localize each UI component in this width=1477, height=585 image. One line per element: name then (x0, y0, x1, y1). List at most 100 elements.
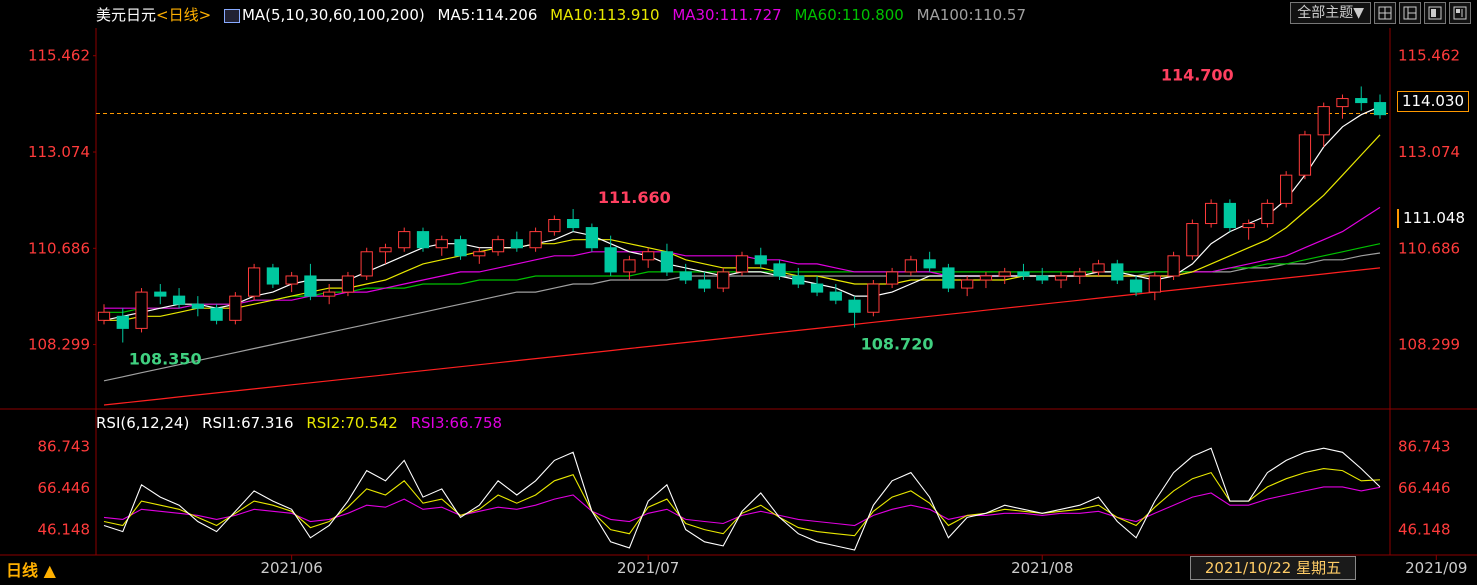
candle-body[interactable] (529, 231, 542, 249)
high-annotation: 114.700 (1161, 65, 1234, 84)
candle-body[interactable] (717, 271, 730, 289)
rsi-tick-label-left: 46.148 (38, 520, 91, 538)
candle-body[interactable] (1054, 275, 1068, 281)
candle-body[interactable] (961, 279, 974, 289)
candle-body[interactable] (1073, 271, 1086, 277)
candle-body[interactable] (229, 295, 242, 321)
quad-layout-icon[interactable] (1449, 2, 1471, 24)
candle-body[interactable] (379, 247, 392, 253)
candle-body[interactable] (360, 251, 373, 277)
candle-body[interactable] (773, 263, 786, 277)
candle-body[interactable] (829, 291, 842, 301)
candle-body[interactable] (979, 275, 993, 281)
candle-body[interactable] (154, 291, 167, 297)
candle-body[interactable] (810, 283, 824, 293)
candle-body[interactable] (1373, 102, 1387, 116)
candle-body[interactable] (1336, 98, 1349, 108)
ma5-value: MA5:114.206 (437, 6, 538, 24)
candle-body[interactable] (1355, 98, 1368, 104)
candle-body[interactable] (754, 255, 767, 265)
candle-body[interactable] (416, 231, 430, 249)
rsi2-line (103, 468, 1381, 537)
rsi3-line (103, 486, 1381, 527)
candle-body[interactable] (698, 279, 711, 289)
candle-body[interactable] (116, 315, 129, 329)
candle-body[interactable] (735, 255, 749, 273)
candle-body[interactable] (604, 247, 617, 273)
candle-body[interactable] (548, 219, 561, 233)
candle-body[interactable] (398, 231, 411, 249)
candle-body[interactable] (97, 311, 111, 321)
candle-body[interactable] (210, 307, 223, 321)
y-tick-label-right: 113.074 (1398, 143, 1460, 161)
rsi-lines (103, 447, 1381, 551)
candle-body[interactable] (473, 251, 486, 257)
y-tick-label-left: 113.074 (28, 143, 90, 161)
candle-body[interactable] (323, 291, 336, 297)
candle-body[interactable] (679, 271, 692, 281)
candle-body[interactable] (135, 291, 148, 329)
candle-body[interactable] (285, 275, 298, 285)
candle-body[interactable] (998, 271, 1011, 277)
candle-body[interactable] (1111, 263, 1124, 281)
candle-body[interactable] (867, 283, 880, 313)
ma-params: MA(5,10,30,60,100,200) (241, 6, 425, 24)
rsi-tick-label-left: 86.743 (38, 438, 91, 456)
candle-body[interactable] (1204, 202, 1218, 225)
candlestick-series[interactable] (97, 86, 1387, 343)
candle-body[interactable] (341, 275, 355, 293)
x-tick-label: 2021/08 (1011, 559, 1073, 577)
candle-body[interactable] (1167, 255, 1180, 277)
candle-body[interactable] (585, 227, 599, 249)
candle-body[interactable] (566, 219, 580, 229)
candle-body[interactable] (1017, 271, 1030, 277)
x-tick-label: 2021/07 (617, 559, 679, 577)
candle-body[interactable] (191, 303, 204, 309)
candle-body[interactable] (304, 275, 317, 297)
candle-body[interactable] (1261, 202, 1274, 225)
candle-body[interactable] (660, 251, 674, 273)
rsi-header: RSI(6,12,24) RSI1:67.316 RSI2:70.542 RSI… (96, 414, 510, 432)
candle-body[interactable] (885, 271, 899, 285)
candle-body[interactable] (1186, 223, 1199, 257)
period-label[interactable]: <日线> (156, 6, 212, 24)
axis-labels: 115.462 115.462 113.074 113.074 110.686 110.6… (28, 47, 1467, 577)
candle-body[interactable] (642, 251, 655, 261)
candle-body[interactable] (454, 239, 467, 257)
grid-layer (0, 28, 1477, 560)
candle-body[interactable] (1317, 106, 1330, 136)
candle-body[interactable] (1092, 263, 1105, 273)
candle-body[interactable] (1129, 279, 1143, 293)
rsi2-value: RSI2:70.542 (306, 414, 398, 432)
candle-body[interactable] (792, 275, 805, 285)
candle-body[interactable] (491, 239, 505, 253)
indicator-icon[interactable] (223, 8, 240, 23)
period-selector[interactable]: 日线 ▲ (6, 561, 56, 580)
candle-body[interactable] (923, 259, 936, 269)
candle-body[interactable] (848, 299, 861, 313)
candle-body[interactable] (942, 267, 955, 289)
candle-body[interactable] (266, 267, 280, 285)
candle-body[interactable] (1223, 202, 1237, 229)
split-layout-icon[interactable] (1399, 2, 1421, 24)
candle-body[interactable] (904, 259, 918, 273)
candle-body[interactable] (1280, 174, 1293, 204)
candle-body[interactable] (435, 239, 448, 249)
candle-body[interactable] (172, 295, 186, 305)
candle-body[interactable] (510, 239, 523, 249)
ma10-value: MA10:113.910 (550, 6, 660, 24)
symbol-title[interactable]: 美元日元 (96, 6, 157, 24)
grid-layout-icon[interactable] (1374, 2, 1396, 24)
window-layout-icon[interactable] (1424, 2, 1446, 24)
candle-body[interactable] (247, 267, 261, 297)
theme-dropdown[interactable]: 全部主题▼ (1290, 2, 1371, 24)
candle-body[interactable] (1242, 223, 1255, 229)
y-tick-label-right: 115.462 (1398, 47, 1460, 65)
candle-body[interactable] (1298, 134, 1312, 176)
rsi-tick-label-right: 46.148 (1398, 520, 1451, 538)
ma60-value: MA60:110.800 (794, 6, 904, 24)
candle-body[interactable] (1148, 275, 1161, 293)
candle-body[interactable] (1036, 275, 1049, 281)
candle-body[interactable] (623, 259, 636, 273)
